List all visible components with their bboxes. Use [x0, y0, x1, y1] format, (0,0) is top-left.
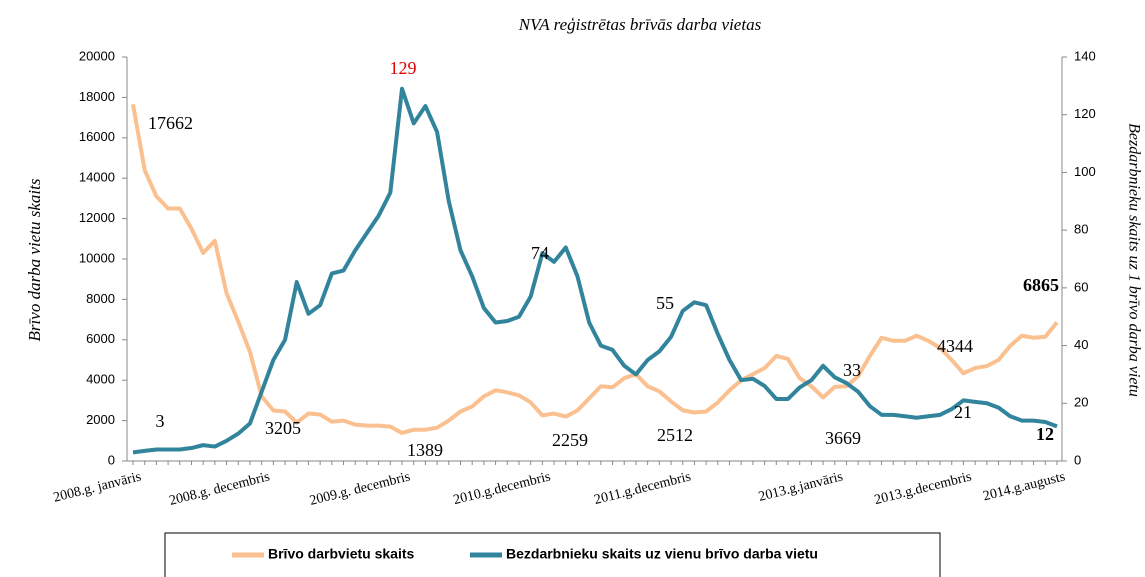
legend-label: Bezdarbnieku skaits uz vienu brīvo darba…: [506, 546, 818, 562]
y-tick-label: 6000: [86, 331, 115, 346]
data-label: 21: [954, 402, 972, 422]
y-axis-label: Brīvo darba vietu skaits: [25, 178, 44, 341]
y2-tick-label: 100: [1074, 164, 1096, 179]
y-tick-label: 14000: [79, 170, 115, 185]
legend-box: [164, 532, 941, 577]
y2-tick-label: 60: [1074, 279, 1088, 294]
y-tick-label: 8000: [86, 291, 115, 306]
data-label: 12: [1036, 424, 1054, 444]
data-label: 6865: [1023, 275, 1059, 295]
y-tick-label: 12000: [79, 210, 115, 225]
y2-tick-label: 80: [1074, 222, 1088, 237]
data-label: 74: [531, 243, 549, 263]
series-line: [132, 86, 1058, 455]
x-tick-label: 2008.g. janvāris: [52, 469, 143, 505]
data-label: 1389: [407, 440, 443, 460]
data-label: 2512: [657, 425, 693, 445]
y2-tick-label: 0: [1074, 452, 1081, 467]
y-tick-label: 20000: [79, 48, 115, 63]
data-label: 129: [390, 58, 417, 78]
legend-label: Brīvo darbvietu skaits: [268, 546, 414, 562]
y2-tick-label: 40: [1074, 337, 1088, 352]
y2-tick-label: 140: [1074, 48, 1096, 63]
data-label: 33: [843, 360, 861, 380]
x-tick-label: 2013.g.decembris: [873, 469, 973, 508]
y2-tick-label: 20: [1074, 395, 1088, 410]
series-line: [131, 103, 1059, 435]
y-tick-label: 10000: [79, 250, 115, 265]
y2-axis-label: Bezdarbnieku skaits uz 1 brīvo darba vie…: [1125, 123, 1142, 397]
data-label: 3669: [825, 428, 861, 448]
y2-tick-label: 120: [1074, 106, 1096, 121]
x-tick-label: 2013.g.janvāris: [757, 469, 844, 504]
y-tick-label: 16000: [79, 129, 115, 144]
y-tick-label: 0: [108, 452, 115, 467]
data-label: 3: [156, 411, 165, 431]
x-tick-label: 2009.g. decembris: [308, 469, 412, 508]
data-label: 17662: [148, 113, 193, 133]
x-tick-label: 2010.g.decembris: [452, 469, 552, 508]
data-label: 55: [656, 293, 674, 313]
data-label: 2259: [552, 430, 588, 450]
data-label: 4344: [937, 336, 973, 356]
x-tick-label: 2008.g. decembris: [168, 469, 272, 508]
y-tick-label: 4000: [86, 372, 115, 387]
y-tick-label: 18000: [79, 89, 115, 104]
x-tick-label: 2011.g.decembris: [593, 469, 693, 508]
chart-title: NVA reģistrētas brīvās darba vietas: [518, 15, 762, 34]
x-tick-label: 2014.g.augusts: [982, 469, 1067, 504]
y-tick-label: 2000: [86, 412, 115, 427]
data-label: 3205: [265, 418, 301, 438]
